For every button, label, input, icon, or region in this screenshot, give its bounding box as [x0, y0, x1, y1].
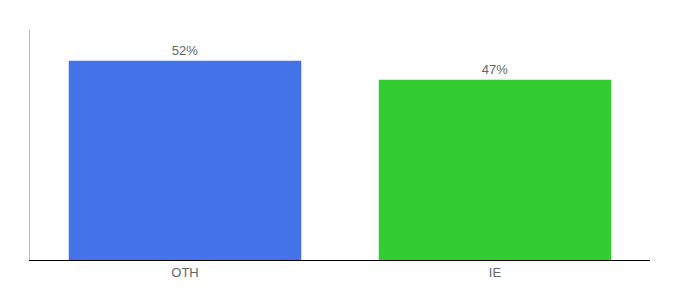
svg-text:OTH: OTH	[171, 265, 198, 280]
svg-text:52%: 52%	[172, 43, 198, 58]
svg-text:47%: 47%	[482, 62, 508, 77]
svg-text:IE: IE	[489, 265, 502, 280]
